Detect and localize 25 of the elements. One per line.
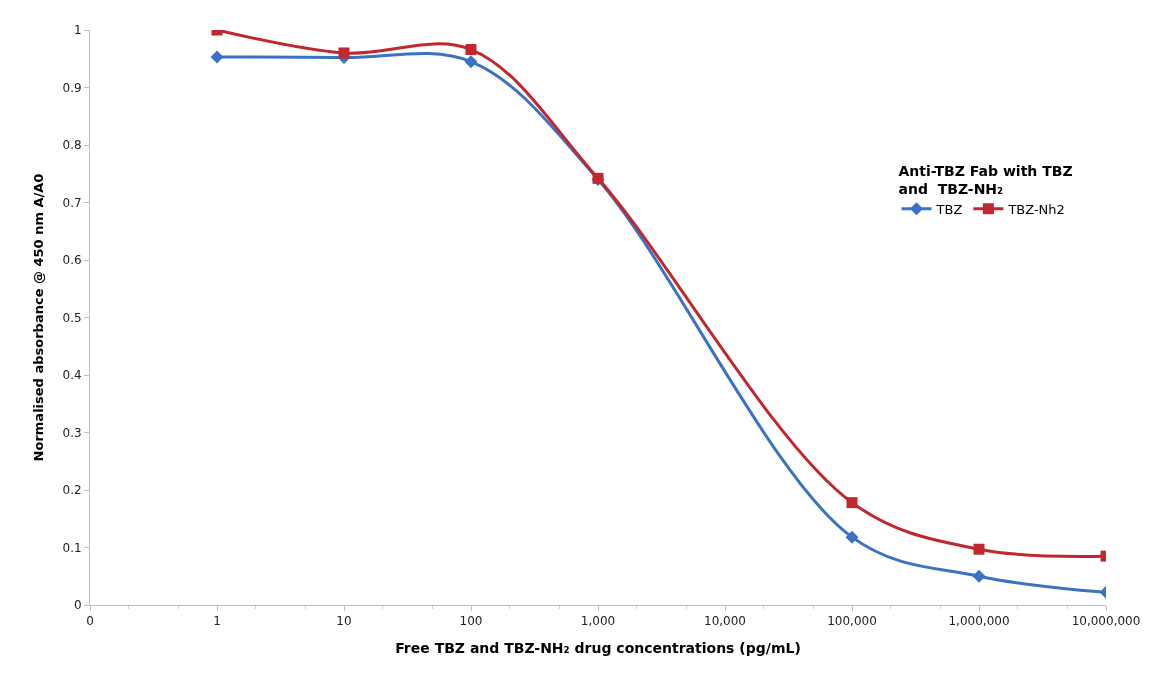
y-tick-label: 0.2 (62, 483, 82, 498)
y-tick-label: 0.6 (62, 253, 82, 268)
y-tick-label: 0.1 (62, 540, 82, 555)
x-tick-label: 0 (86, 614, 94, 629)
y-tick-label: 1 (73, 23, 82, 38)
legend-title: Anti-TBZ Fab with TBZ and TBZ-NH₂ (898, 162, 1073, 197)
y-tick-label: 0.8 (62, 138, 82, 153)
y-tick-label: 0.3 (62, 425, 82, 440)
y-axis-title: Normalised absorbance @ 450 nm A/A0 (31, 173, 47, 462)
legend-label: TBZ-Nh2 (1007, 201, 1065, 217)
x-tick-label: 1,000,000 (948, 614, 1010, 629)
x-tick-label: 100,000 (827, 614, 877, 629)
x-tick-label: 10 (336, 614, 352, 629)
x-tick-label: 1,000 (580, 614, 616, 629)
x-tick-label: 10,000,000 (1071, 614, 1141, 629)
x-tick-label: 1 (213, 614, 221, 629)
y-tick-label: 0.7 (62, 195, 82, 210)
y-tick-label: 0.5 (62, 310, 82, 325)
y-tick-label: 0.9 (62, 80, 82, 95)
x-tick-label: 100 (459, 614, 483, 629)
x-axis-title: Free TBZ and TBZ-NH₂ drug concentrations (pg/mL) (395, 639, 801, 656)
legend-label: TBZ (935, 201, 963, 217)
y-tick-label: 0.4 (62, 368, 82, 383)
x-tick-label: 10,000 (704, 614, 746, 629)
y-tick-label: 0 (73, 598, 82, 613)
